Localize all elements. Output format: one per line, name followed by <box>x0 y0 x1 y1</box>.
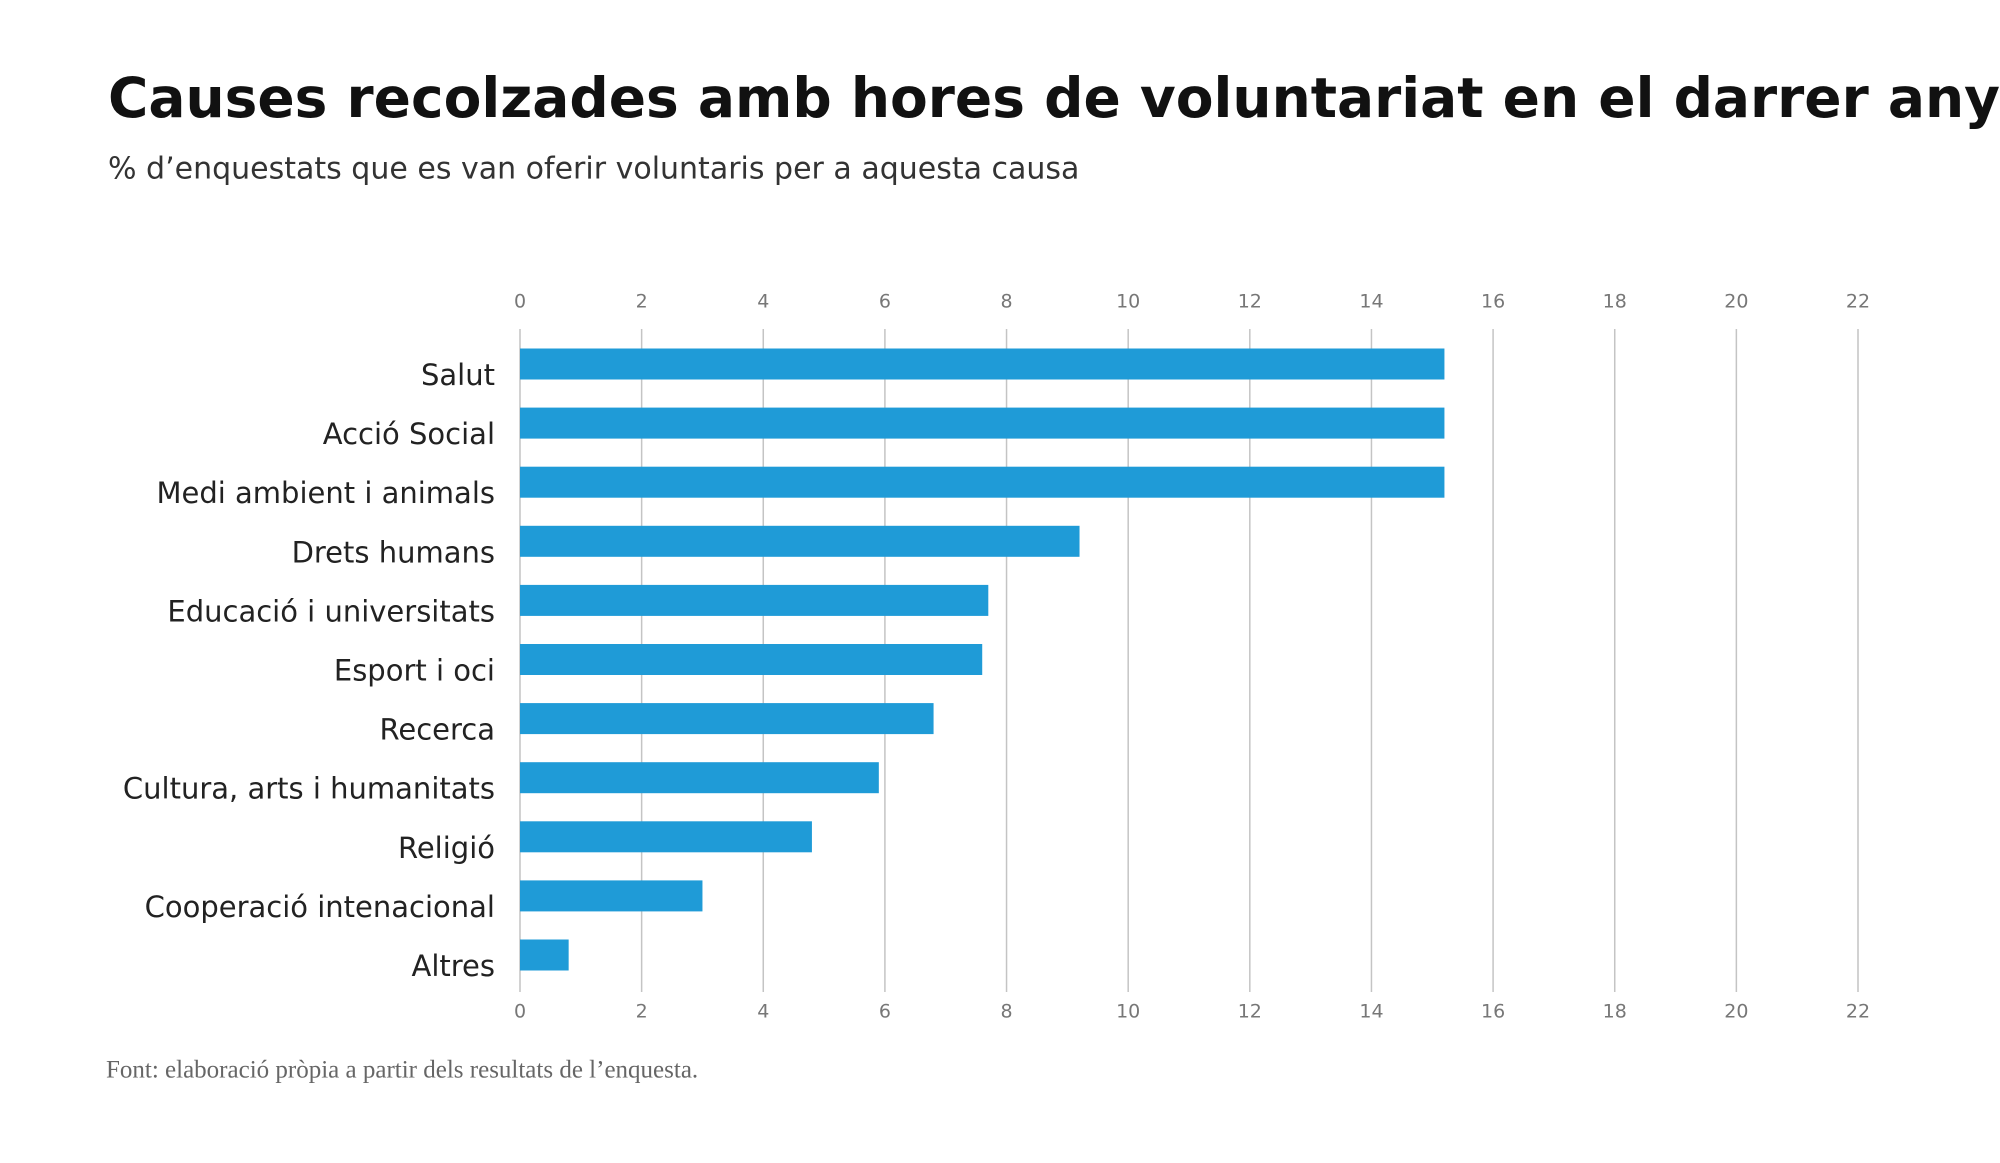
bar <box>520 762 879 794</box>
chart-title: Causes recolzades amb hores de voluntari… <box>108 66 2000 130</box>
x-tick-label-top: 12 <box>1238 291 1262 313</box>
x-tick-label-top: 18 <box>1603 291 1627 313</box>
x-tick-label-top: 6 <box>879 291 891 313</box>
x-tick-label-top: 16 <box>1481 291 1505 313</box>
y-category-label: Acció Social <box>323 417 495 451</box>
bar <box>520 644 983 675</box>
bar <box>520 348 1445 380</box>
y-category-label: Medi ambient i animals <box>156 476 495 510</box>
y-category-label: Drets humans <box>292 535 495 569</box>
bar <box>520 407 1445 439</box>
bar <box>520 466 1445 498</box>
source-note: Font: elaboració pròpia a partir dels re… <box>106 1057 698 1084</box>
y-category-label: Salut <box>421 358 495 392</box>
y-category-label: Altres <box>411 949 495 983</box>
bar <box>520 584 989 616</box>
x-tick-label-bottom: 2 <box>636 1001 648 1023</box>
y-category-label: Religió <box>398 831 495 865</box>
y-category-label: Educació i universitats <box>167 594 495 628</box>
y-category-label: Esport i oci <box>334 654 495 688</box>
x-tick-label-bottom: 12 <box>1238 1001 1262 1023</box>
x-tick-label-bottom: 6 <box>879 1001 891 1023</box>
y-category-label: Cooperació intenacional <box>145 890 495 924</box>
bar <box>520 821 812 853</box>
x-tick-label-top: 20 <box>1724 291 1748 313</box>
y-category-label: Recerca <box>380 713 495 747</box>
x-tick-label-top: 2 <box>636 291 648 313</box>
y-category-label: Cultura, arts i humanitats <box>123 772 495 806</box>
x-tick-label-bottom: 8 <box>1000 1001 1012 1023</box>
x-tick-label-top: 8 <box>1000 291 1012 313</box>
x-tick-label-top: 0 <box>514 291 526 313</box>
x-tick-label-bottom: 22 <box>1846 1001 1870 1023</box>
bar <box>520 880 703 912</box>
x-tick-label-bottom: 18 <box>1603 1001 1627 1023</box>
x-tick-label-bottom: 16 <box>1481 1001 1505 1023</box>
bar <box>520 939 569 971</box>
bar <box>520 703 934 735</box>
chart-subtitle: % d’enquestats que es van oferir volunta… <box>108 152 1079 187</box>
x-tick-label-bottom: 14 <box>1359 1001 1383 1023</box>
x-tick-label-top: 14 <box>1359 291 1383 313</box>
x-tick-label-top: 4 <box>757 291 769 313</box>
x-tick-label-top: 22 <box>1846 291 1870 313</box>
bar <box>520 525 1080 557</box>
x-tick-label-top: 10 <box>1116 291 1140 313</box>
x-tick-label-bottom: 4 <box>757 1001 769 1023</box>
x-tick-label-bottom: 20 <box>1724 1001 1748 1023</box>
x-tick-label-bottom: 10 <box>1116 1001 1140 1023</box>
x-tick-label-bottom: 0 <box>514 1001 526 1023</box>
